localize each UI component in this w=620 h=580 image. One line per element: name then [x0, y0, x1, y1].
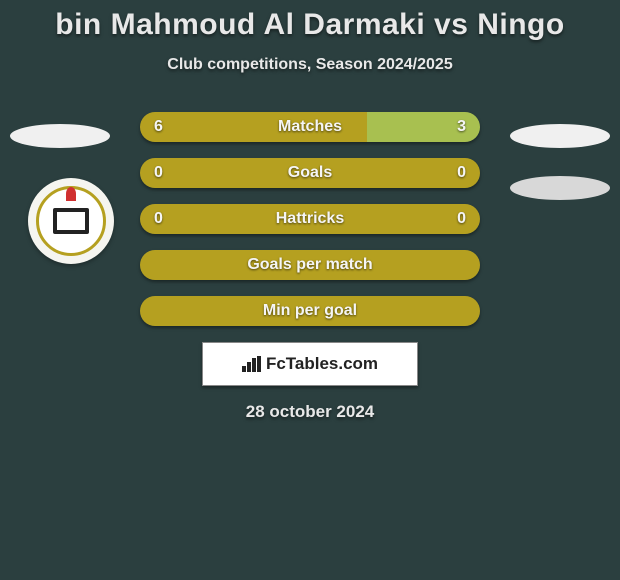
watermark-label: FcTables.com — [266, 354, 378, 374]
watermark: FcTables.com — [202, 342, 418, 386]
stat-bar: Min per goal — [140, 296, 480, 326]
club-badge-right — [510, 176, 610, 200]
stat-bar: Goals per match — [140, 250, 480, 280]
stat-bar: Hattricks0 0 — [140, 204, 480, 234]
club-badge-left — [28, 178, 114, 264]
bar-label: Goals — [140, 158, 480, 188]
bar-value-right: 0 — [457, 158, 466, 188]
page-title: bin Mahmoud Al Darmaki vs Ningo — [0, 8, 620, 42]
stat-bar: Matches6 3 — [140, 112, 480, 142]
player-badge-left — [10, 124, 110, 148]
bar-label: Min per goal — [140, 296, 480, 326]
bar-label: Goals per match — [140, 250, 480, 280]
bar-value-left: 0 — [154, 158, 163, 188]
subtitle: Club competitions, Season 2024/2025 — [0, 56, 620, 74]
flame-icon — [66, 187, 76, 201]
bar-chart-icon — [242, 356, 262, 372]
bar-value-right: 3 — [457, 112, 466, 142]
bar-label: Hattricks — [140, 204, 480, 234]
stat-bar: Goals0 0 — [140, 158, 480, 188]
bar-label: Matches — [140, 112, 480, 142]
book-icon — [53, 208, 89, 234]
footer-date: 28 october 2024 — [0, 402, 620, 422]
stats-bars: Matches63Goals00Hattricks00Goals per mat… — [140, 112, 480, 326]
bar-value-left: 0 — [154, 204, 163, 234]
bar-value-right: 0 — [457, 204, 466, 234]
player-badge-right — [510, 124, 610, 148]
bar-value-left: 6 — [154, 112, 163, 142]
